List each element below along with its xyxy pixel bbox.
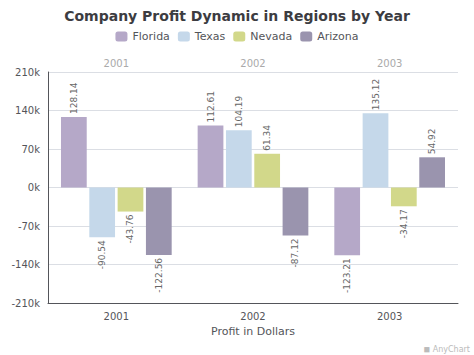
svg-text:◼ AnyChart: ◼ AnyChart — [424, 345, 470, 354]
svg-text:2003: 2003 — [377, 58, 402, 69]
svg-text:-34.17: -34.17 — [399, 209, 409, 238]
svg-text:70k: 70k — [21, 144, 40, 155]
svg-text:112.61: 112.61 — [206, 91, 216, 123]
svg-text:54.92: 54.92 — [427, 129, 437, 155]
svg-text:-43.76: -43.76 — [125, 214, 135, 243]
svg-text:128.14: 128.14 — [69, 82, 79, 114]
svg-text:-70k: -70k — [18, 221, 40, 232]
svg-text:2002: 2002 — [240, 58, 265, 69]
svg-text:2003: 2003 — [377, 311, 402, 322]
svg-text:104.19: 104.19 — [234, 95, 244, 127]
svg-text:-122.56: -122.56 — [154, 258, 164, 293]
svg-text:210k: 210k — [15, 67, 40, 78]
svg-text:-87.12: -87.12 — [290, 238, 300, 267]
svg-text:0k: 0k — [28, 182, 40, 193]
svg-text:Texas: Texas — [194, 30, 226, 43]
svg-text:135.12: 135.12 — [371, 79, 381, 111]
svg-text:140k: 140k — [15, 105, 40, 116]
svg-text:Company Profit Dynamic in Regi: Company Profit Dynamic in Regions by Yea… — [64, 8, 410, 24]
svg-text:-140k: -140k — [12, 259, 41, 270]
svg-text:Nevada: Nevada — [250, 30, 292, 43]
svg-text:2002: 2002 — [240, 311, 265, 322]
svg-text:2001: 2001 — [104, 58, 129, 69]
svg-text:2001: 2001 — [104, 311, 129, 322]
svg-text:-210k: -210k — [12, 298, 41, 309]
svg-text:61.34: 61.34 — [262, 125, 272, 151]
svg-text:Profit in Dollars: Profit in Dollars — [211, 325, 295, 338]
svg-text:Arizona: Arizona — [317, 30, 358, 43]
svg-text:-90.54: -90.54 — [97, 240, 107, 269]
svg-text:Florida: Florida — [132, 30, 169, 43]
svg-text:-123.21: -123.21 — [342, 258, 352, 293]
